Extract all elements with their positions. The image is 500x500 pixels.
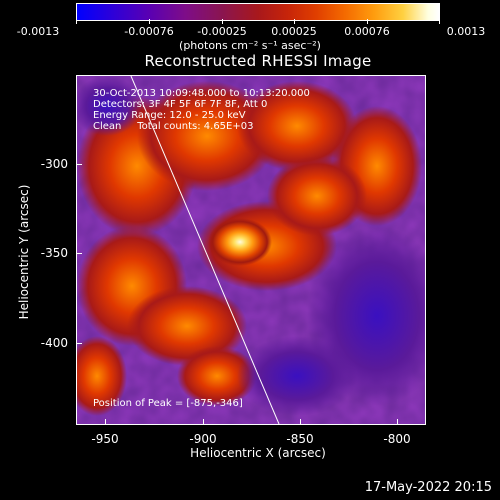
info-detectors: Detectors: 3F 4F 5F 6F 7F 8F, Att 0 [93,99,268,110]
y-tick-label: -400 [40,336,68,350]
info-time-range: 30-Oct-2013 10:09:48.000 to 10:13:20.000 [93,88,310,99]
x-tick-label: -950 [91,432,119,446]
colorbar-tick [222,19,223,24]
rhessi-image-plot [76,75,426,425]
colorbar-tick [76,19,77,24]
colorbar-tick [367,19,368,24]
colorbar-tick [294,19,295,24]
emission-map [77,76,425,424]
colorbar-tick-label: -0.0013 [16,25,60,38]
x-tick [105,419,106,425]
colorbar-tick-label: 0.00076 [344,25,390,38]
colorbar [76,3,440,21]
x-tick [397,419,398,425]
y-axis-label: Heliocentric Y (arcsec) [17,184,31,320]
x-axis-label: Heliocentric X (arcsec) [190,446,326,460]
footer-date: 17-May-2022 20:15 [364,480,492,495]
y-tick-label: -350 [40,246,68,260]
info-total-counts: Clean Total counts: 4.65E+03 [93,121,254,132]
image-title: Reconstructed RHESSI Image [144,52,372,70]
y-tick-label: -300 [40,157,68,171]
colorbar-tick [439,19,440,24]
x-tick [203,419,204,425]
colorbar-tick-label: 0.0013 [446,25,486,38]
info-energy-range: Energy Range: 12.0 - 25.0 keV [93,110,246,121]
colorbar-tick-label: -0.00025 [197,25,247,38]
x-tick [300,419,301,425]
x-tick-label: -900 [189,432,217,446]
colorbar-unit-label: (photons cm⁻² s⁻¹ asec⁻²) [179,39,321,52]
colorbar-tick-label: 0.00025 [271,25,317,38]
solar-limb-line [130,76,280,424]
y-tick [76,343,82,344]
x-tick-label: -800 [383,432,411,446]
peak-source [208,218,272,266]
y-tick [76,164,82,165]
colorbar-tick [149,19,150,24]
y-tick [76,253,82,254]
colorbar-tick-label: -0.00076 [124,25,174,38]
x-tick-label: -850 [286,432,314,446]
rhessi-image-canvas [77,76,425,424]
peak-position-text: Position of Peak = [-875,-346] [93,398,243,409]
